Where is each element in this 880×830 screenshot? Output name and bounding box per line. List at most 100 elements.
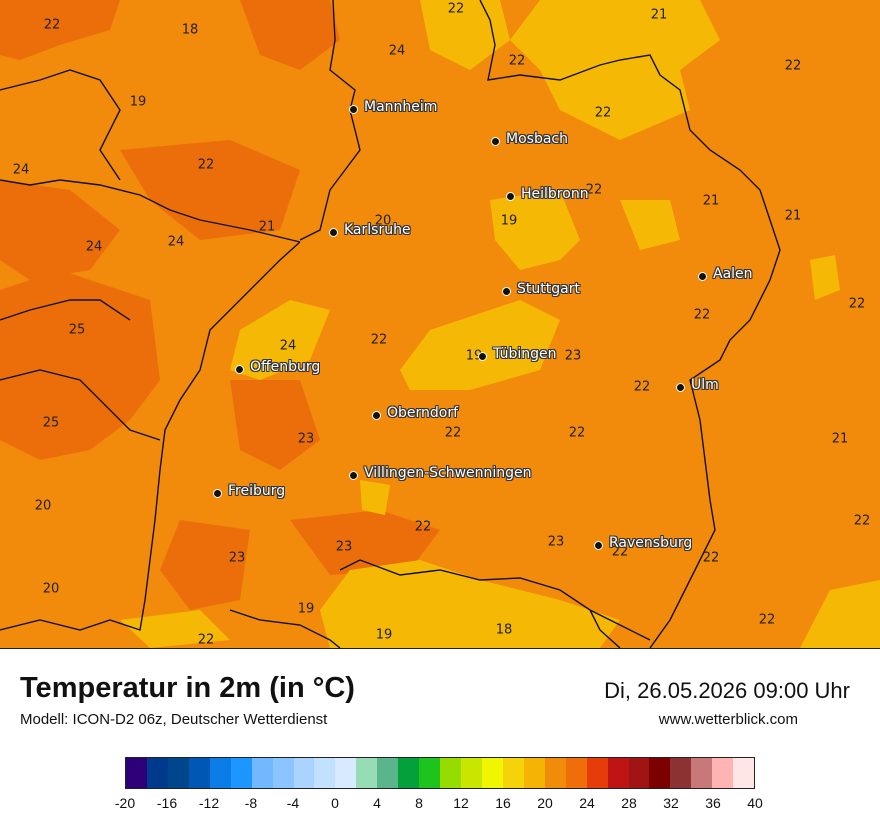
city-dot <box>594 541 603 550</box>
legend-tick-label: -4 <box>286 795 300 811</box>
temperature-value: 19 <box>465 348 483 364</box>
legend-tick-label: 8 <box>415 795 423 811</box>
legend-swatch <box>251 758 273 788</box>
temperature-value: 22 <box>197 632 215 648</box>
temperature-value: 19 <box>129 94 147 110</box>
legend-swatch <box>377 758 399 788</box>
temperature-value: 20 <box>34 498 52 514</box>
temperature-value: 22 <box>43 17 61 33</box>
legend-swatch <box>167 758 189 788</box>
city-dot <box>235 365 244 374</box>
legend-swatch <box>461 758 482 788</box>
legend-swatch <box>712 758 734 788</box>
legend-swatch <box>356 758 378 788</box>
legend-tick-label: 0 <box>331 795 339 811</box>
legend-swatch <box>419 758 441 788</box>
map-title: Temperatur in 2m (in °C) <box>20 672 355 704</box>
legend-swatch <box>440 758 461 788</box>
temperature-value: 22 <box>611 544 629 560</box>
temperature-value: 18 <box>495 622 513 638</box>
legend-swatch <box>314 758 336 788</box>
city-dot <box>372 411 381 420</box>
website-link[interactable]: www.wetterblick.com <box>658 711 798 728</box>
city-dot <box>676 383 685 392</box>
temperature-value: 22 <box>594 105 612 121</box>
temperature-value: 24 <box>388 43 406 59</box>
city-label: Mosbach <box>506 131 568 147</box>
cool-patches <box>120 0 880 648</box>
city-label: Ulm <box>691 377 719 393</box>
city-label: Tübingen <box>493 346 557 362</box>
legend-swatch <box>649 758 671 788</box>
temperature-value: 21 <box>650 7 668 23</box>
temperature-value: 22 <box>447 1 465 17</box>
color-legend <box>125 757 755 789</box>
legend-tick-label: 28 <box>621 795 637 811</box>
legend-swatch <box>188 758 210 788</box>
legend-tick-label: 24 <box>579 795 595 811</box>
temperature-value: 22 <box>702 550 720 566</box>
temperature-value: 18 <box>181 22 199 38</box>
city-label: Mannheim <box>364 99 438 115</box>
temperature-value: 22 <box>758 612 776 628</box>
city-dot <box>478 352 487 361</box>
temperature-map: 22 18 22 21 24 22 22 19 22 24 22 22 21 21 24 24 21 20 19 22… <box>0 0 880 649</box>
legend-swatch <box>586 758 608 788</box>
legend-swatch <box>146 758 168 788</box>
legend-tick-label: 36 <box>705 795 721 811</box>
city-dot <box>213 489 222 498</box>
legend-swatch <box>544 758 566 788</box>
city-dot <box>698 272 707 281</box>
legend-swatch <box>272 758 294 788</box>
legend-tick-label: 40 <box>747 795 763 811</box>
temperature-value: 21 <box>702 193 720 209</box>
temperature-value: 20 <box>374 213 392 229</box>
warm-patches <box>0 0 440 610</box>
temperature-value: 21 <box>831 431 849 447</box>
forecast-datetime: Di, 26.05.2026 09:00 Uhr <box>604 678 850 703</box>
legend-tick-label: 12 <box>453 795 469 811</box>
temperature-value: 19 <box>500 213 518 229</box>
city-dot <box>349 105 358 114</box>
temperature-value: 22 <box>370 332 388 348</box>
temperature-value: 22 <box>568 425 586 441</box>
legend-tick-label: -12 <box>198 795 220 811</box>
temperature-value: 22 <box>197 157 215 173</box>
legend-swatch <box>607 758 629 788</box>
temperature-value: 22 <box>444 425 462 441</box>
legend-swatch <box>481 758 503 788</box>
legend-tick-label: 4 <box>373 795 381 811</box>
temperature-value: 25 <box>68 322 86 338</box>
temperature-value: 20 <box>42 581 60 597</box>
city-label: Villingen-Schwenningen <box>364 465 532 481</box>
temperature-value: 23 <box>547 534 565 550</box>
legend-swatch <box>398 758 420 788</box>
temperature-value: 21 <box>258 219 276 235</box>
model-info: Modell: ICON-D2 06z, Deutscher Wetterdie… <box>20 711 328 728</box>
city-dot <box>502 287 511 296</box>
legend-swatch <box>293 758 315 788</box>
temperature-value: 22 <box>848 296 866 312</box>
temperature-value: 22 <box>585 182 603 198</box>
city-label: Oberndorf <box>387 405 459 421</box>
temperature-value: 22 <box>508 53 526 69</box>
footer <box>0 649 880 830</box>
temperature-value: 23 <box>564 348 582 364</box>
legend-tick-label: 32 <box>663 795 679 811</box>
legend-swatch <box>565 758 587 788</box>
temperature-value: 23 <box>335 539 353 555</box>
city-label: Aalen <box>713 266 753 282</box>
temperature-value: 24 <box>279 338 297 354</box>
legend-swatch <box>335 758 357 788</box>
temperature-value: 25 <box>42 415 60 431</box>
legend-swatch <box>670 758 692 788</box>
temperature-value: 22 <box>853 513 871 529</box>
map-field <box>0 0 880 648</box>
city-dot <box>329 228 338 237</box>
legend-tick-label: -20 <box>114 795 136 811</box>
legend-swatch <box>126 758 147 788</box>
legend-tick-label: 16 <box>495 795 511 811</box>
temperature-value: 24 <box>85 239 103 255</box>
temperature-value: 23 <box>297 431 315 447</box>
legend-tick-label: -8 <box>244 795 258 811</box>
